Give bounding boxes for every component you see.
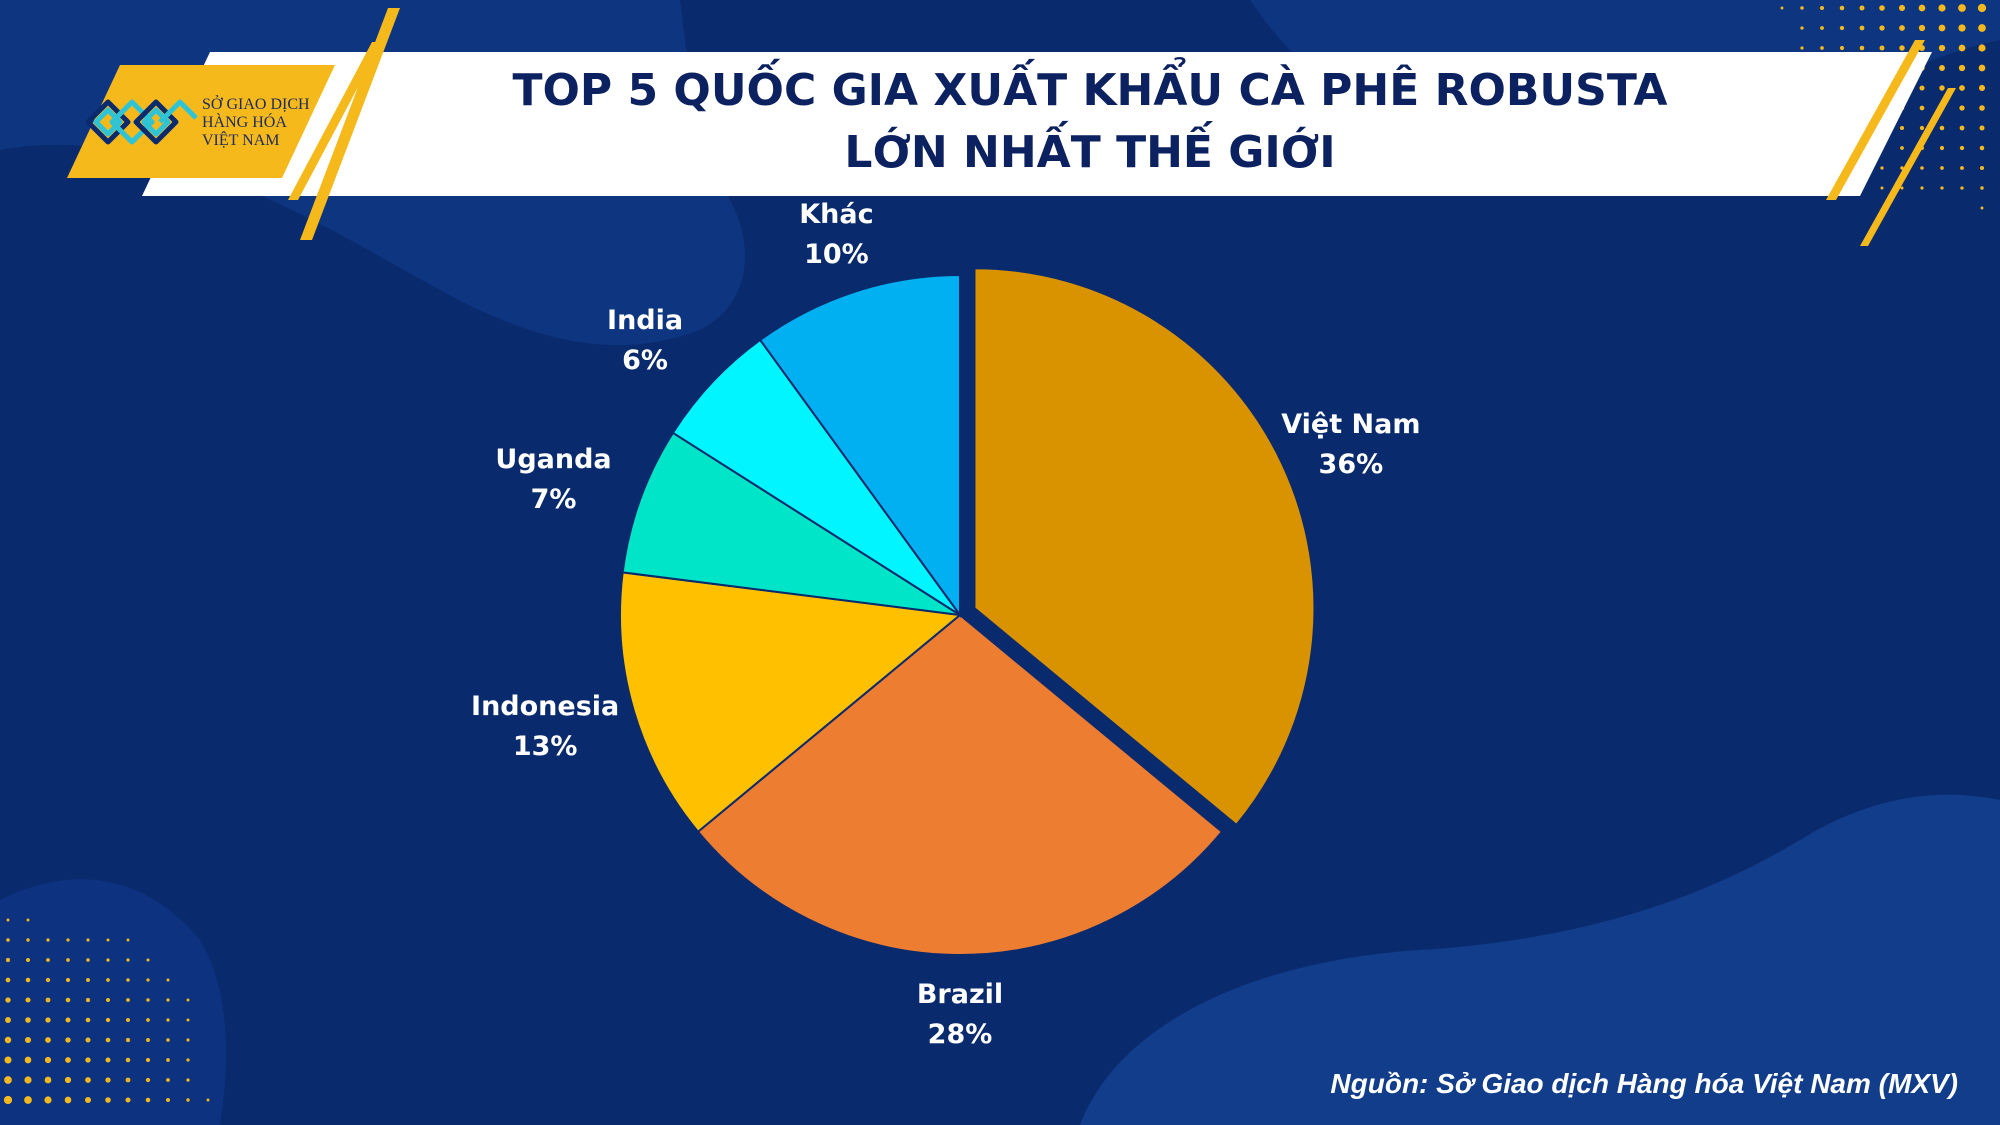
pie-slice [621,431,961,616]
pie-slice [758,273,961,619]
pie-slice [671,338,961,616]
pie-label-value: 10% [804,238,869,270]
pie-label-value: 28% [927,1019,993,1050]
pie-label-category: Khác [799,198,874,230]
logo-mark-icon [85,99,198,145]
logo-line: HÀNG HÓA [202,114,287,131]
logo-plate [67,65,335,178]
chart-title-line: TOP 5 QUỐC GIA XUẤT KHẨU CÀ PHÊ ROBUSTA [512,65,1668,116]
pie-label: India 6% [607,301,683,381]
decorative-dots-bottom-left [3,918,210,1105]
pie-label: Khác 10% [799,195,873,275]
decorative-dots-top-right [1780,3,1987,210]
pie-label-value: 13% [512,730,578,762]
logo-text: SỞ GIAO DỊCH HÀNG HÓA VIỆT NAM [202,96,310,150]
pie-label-value: 36% [1318,448,1384,480]
pie-slice [973,267,1316,827]
pie-label: Indonesia 13% [471,687,619,767]
pie-label-category: Việt Nam [1281,408,1421,440]
pie-label: Uganda 7% [495,440,611,520]
pie-slice [619,571,963,834]
pie-label-value: 6% [622,345,668,377]
pie-label-value: 7% [530,483,577,515]
logo-line: VIỆT NAM [202,132,280,149]
pie-label-category: Indonesia [471,690,620,722]
logo-line: SỞ GIAO DỊCH [202,96,310,113]
pie-label-category: India [607,305,684,337]
pie-label-category: Uganda [495,443,612,475]
pie-label-category: Brazil [916,979,1004,1010]
title-banner [67,8,1956,246]
chart-title: TOP 5 QUỐC GIA XUẤT KHẨU CÀ PHÊ ROBUSTA … [390,60,1790,184]
pie-label: Brazil 28% [917,975,1003,1055]
chart-title-line: LỚN NHẤT THẾ GIỚI [844,127,1336,178]
pie-label: Việt Nam 36% [1281,405,1420,485]
pie-slice [696,613,1224,956]
source-note: Nguồn: Sở Giao dịch Hàng hóa Việt Nam (M… [1330,1068,1958,1099]
